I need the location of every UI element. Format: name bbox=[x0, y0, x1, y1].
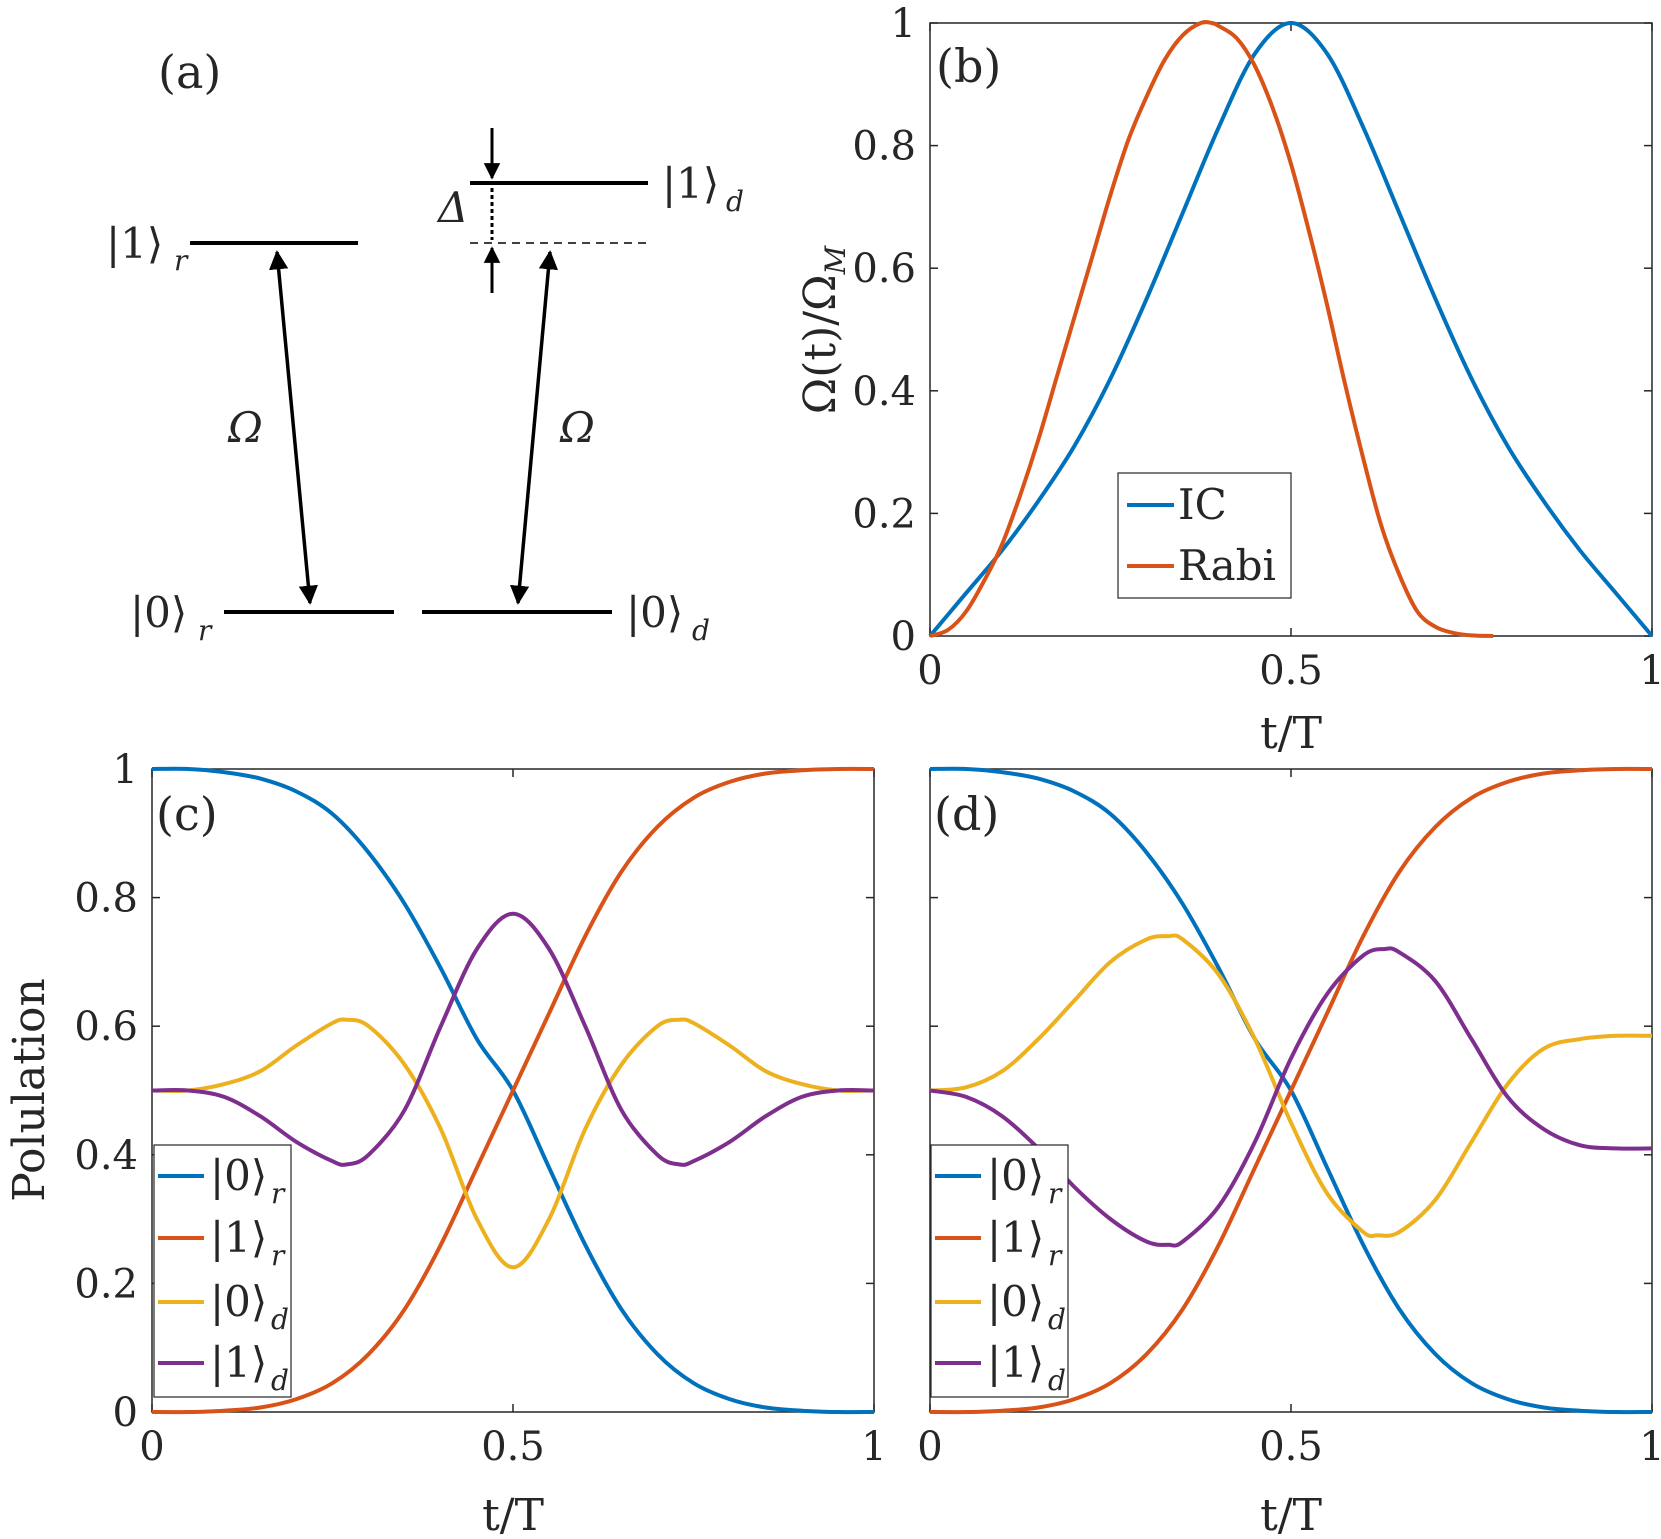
svg-text:IC: IC bbox=[1178, 480, 1227, 529]
series-line-1d bbox=[151, 911, 875, 1167]
svg-text:d: d bbox=[271, 1364, 289, 1397]
y-tick-label: 1 bbox=[891, 1, 916, 47]
svg-text:Ω(t)/ΩM: Ω(t)/ΩM bbox=[795, 244, 852, 414]
x-axis-label: t/T bbox=[1260, 708, 1322, 759]
delta-label: Δ bbox=[436, 183, 468, 232]
y-axis-label: Ω(t)/ΩM bbox=[795, 244, 852, 414]
svg-text:|1⟩: |1⟩ bbox=[662, 159, 719, 208]
coupling-arrow-r bbox=[269, 250, 318, 605]
legend-entry-rabi: Rabi bbox=[1127, 541, 1276, 590]
ket-r-upper: |1⟩ r bbox=[106, 219, 189, 277]
y-tick-label: 0.4 bbox=[74, 1133, 138, 1179]
svg-text:r: r bbox=[198, 614, 213, 647]
legend-entry-0r: |0⟩ r bbox=[158, 1151, 286, 1210]
y-tick-label: 0.4 bbox=[852, 369, 916, 415]
chart-panel-b: 0 0.5 1 0 0.2 0.4 0.6 0.8 1 (b) t/T Ω(t)/ΩM IC R… bbox=[795, 1, 1661, 759]
x-tick-label: 0.5 bbox=[1259, 648, 1323, 694]
legend-entry-0r: |0⟩ r bbox=[935, 1151, 1063, 1210]
x-axis-label: t/T bbox=[482, 1490, 544, 1539]
svg-text:|0⟩: |0⟩ bbox=[210, 1277, 267, 1326]
svg-text:r: r bbox=[1048, 1177, 1063, 1210]
svg-text:r: r bbox=[1048, 1239, 1063, 1272]
legend-entry-1d: |1⟩ d bbox=[935, 1338, 1066, 1397]
panel-label-c: (c) bbox=[156, 787, 218, 841]
y-tick-label: 0.8 bbox=[74, 876, 138, 922]
svg-text:d: d bbox=[692, 614, 710, 647]
chart-panel-d: 0 0.5 1 (d) t/T |0⟩ r |1⟩ r |0⟩ d |1 bbox=[917, 766, 1661, 1539]
ket-d-upper: |1⟩ d bbox=[662, 159, 744, 218]
series-line-1r bbox=[929, 766, 1653, 1415]
svg-text:d: d bbox=[726, 185, 744, 218]
x-tick-label: 0 bbox=[917, 648, 942, 694]
legend-box bbox=[1117, 472, 1292, 599]
x-tick-label: 0 bbox=[917, 1424, 942, 1470]
legend: IC Rabi bbox=[1117, 472, 1292, 599]
svg-text:d: d bbox=[271, 1303, 289, 1336]
x-tick-label: 1 bbox=[861, 1424, 886, 1470]
series-line-0r bbox=[929, 766, 1653, 1415]
legend-entry-1d: |1⟩ d bbox=[158, 1338, 289, 1397]
y-tick-label: 0 bbox=[891, 614, 916, 660]
svg-text:d: d bbox=[1048, 1364, 1066, 1397]
legend-box bbox=[930, 1144, 1069, 1398]
x-tick-label: 1 bbox=[1639, 648, 1661, 694]
svg-text:r: r bbox=[174, 244, 189, 277]
ket-d-lower: |0⟩ d bbox=[626, 588, 710, 647]
x-tick-label: 1 bbox=[1639, 1424, 1661, 1470]
legend-box bbox=[153, 1144, 292, 1398]
series-line-0r bbox=[151, 766, 875, 1415]
legend-entry-0d: |0⟩ d bbox=[158, 1277, 289, 1336]
series-line-0d bbox=[151, 1017, 875, 1270]
svg-text:|1⟩: |1⟩ bbox=[987, 1213, 1044, 1262]
legend-entry-0d: |0⟩ d bbox=[935, 1277, 1066, 1336]
series-line-0d bbox=[929, 933, 1653, 1239]
chart-panel-c: 0 0.5 1 0 0.2 0.4 0.6 0.8 1 (c) t/T Polulation |… bbox=[4, 747, 887, 1539]
panel-label-d: (d) bbox=[934, 787, 999, 841]
legend: |0⟩ r |1⟩ r |0⟩ d |1⟩ d bbox=[153, 1144, 292, 1398]
panel-label-a: (a) bbox=[158, 45, 221, 99]
y-tick-label: 0.2 bbox=[852, 491, 916, 537]
y-tick-label: 1 bbox=[113, 747, 138, 793]
legend-entry-1r: |1⟩ r bbox=[935, 1213, 1063, 1272]
level-diagram: (a) Ω Ω Δ |1⟩ r |0⟩ r |1⟩ d |0⟩ d bbox=[106, 45, 744, 647]
svg-text:|0⟩: |0⟩ bbox=[130, 588, 187, 637]
svg-text:|1⟩: |1⟩ bbox=[210, 1213, 267, 1262]
series-line-1r bbox=[151, 766, 875, 1415]
y-tick-label: 0.6 bbox=[74, 1004, 138, 1050]
svg-text:|0⟩: |0⟩ bbox=[987, 1277, 1044, 1326]
y-tick-label: 0.8 bbox=[852, 124, 916, 170]
y-tick-label: 0 bbox=[113, 1390, 138, 1436]
svg-text:|1⟩: |1⟩ bbox=[106, 219, 163, 268]
svg-text:r: r bbox=[271, 1239, 286, 1272]
svg-text:Rabi: Rabi bbox=[1178, 541, 1276, 590]
legend-entry-ic: IC bbox=[1127, 480, 1227, 529]
panel-label-b: (b) bbox=[936, 39, 1001, 93]
svg-text:|0⟩: |0⟩ bbox=[626, 588, 683, 637]
legend-entry-1r: |1⟩ r bbox=[158, 1213, 286, 1272]
svg-text:|0⟩: |0⟩ bbox=[210, 1151, 267, 1200]
ket-r-lower: |0⟩ r bbox=[130, 588, 213, 647]
svg-text:|1⟩: |1⟩ bbox=[210, 1338, 267, 1387]
svg-text:d: d bbox=[1048, 1303, 1066, 1336]
x-tick-label: 0 bbox=[139, 1424, 164, 1470]
omega-label-r: Ω bbox=[227, 403, 263, 452]
y-tick-label: 0.6 bbox=[852, 246, 916, 292]
svg-text:|1⟩: |1⟩ bbox=[987, 1338, 1044, 1387]
y-tick-label: 0.2 bbox=[74, 1261, 138, 1307]
y-axis-label: Polulation bbox=[4, 978, 55, 1202]
x-tick-label: 0.5 bbox=[1259, 1424, 1323, 1470]
legend: |0⟩ r |1⟩ r |0⟩ d |1⟩ d bbox=[930, 1144, 1069, 1398]
x-tick-label: 0.5 bbox=[481, 1424, 545, 1470]
coupling-arrow-d bbox=[509, 250, 559, 605]
series-line-ic bbox=[928, 21, 1654, 638]
series-line-rabi bbox=[929, 19, 1494, 638]
svg-text:r: r bbox=[271, 1177, 286, 1210]
svg-text:|0⟩: |0⟩ bbox=[987, 1151, 1044, 1200]
x-axis-label: t/T bbox=[1260, 1490, 1322, 1539]
omega-label-d: Ω bbox=[559, 403, 595, 452]
